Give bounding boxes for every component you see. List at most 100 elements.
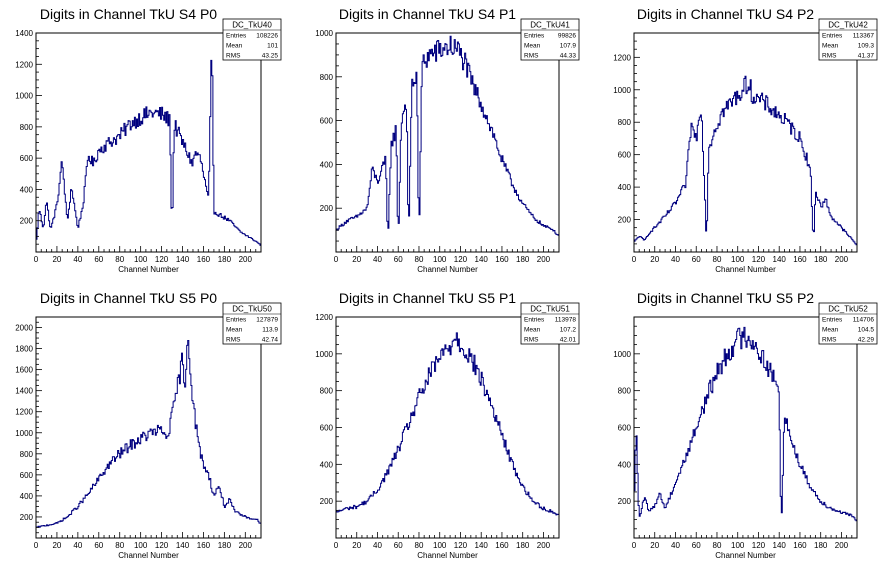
x-tick-label: 140	[176, 255, 190, 264]
x-tick-label: 140	[475, 255, 489, 264]
y-tick-label: 800	[618, 118, 632, 127]
histogram-series	[633, 75, 857, 252]
y-tick-label: 1400	[15, 387, 33, 396]
x-tick-label: 140	[176, 541, 190, 550]
panel-tku-s4-p1: Digits in Channel TkU S4 P1 0 20 40 60 80 100 1…	[315, 6, 580, 274]
stats-value: 113978	[555, 317, 577, 324]
stats-box	[818, 302, 878, 345]
x-tick-label: 40	[373, 255, 382, 264]
plot-frame	[633, 32, 858, 253]
x-tick-label: 160	[495, 255, 509, 264]
x-tick-label: 0	[632, 541, 637, 550]
stats-key: Mean	[524, 43, 541, 50]
y-tick-label: 1000	[315, 29, 333, 38]
x-tick-label: 180	[218, 255, 232, 264]
stats-value: 43.25	[262, 53, 279, 60]
stats-box-title: DC_TkU51	[530, 305, 570, 314]
x-tick-label: 100	[433, 255, 447, 264]
y-tick-label: 1000	[613, 86, 631, 95]
x-tick-label: 120	[454, 541, 468, 550]
x-tick-label: 140	[773, 541, 787, 550]
stats-key: Mean	[226, 43, 243, 50]
x-tick-label: 100	[433, 541, 447, 550]
x-tick-label: 200	[239, 255, 253, 264]
stats-key: Entries	[226, 33, 247, 40]
x-tick-label: 200	[835, 255, 849, 264]
y-tick-label: 600	[20, 154, 34, 163]
x-tick-label: 100	[731, 255, 745, 264]
y-tick-label: 1600	[15, 366, 33, 375]
x-tick-label: 0	[334, 541, 339, 550]
stats-key: Entries	[524, 33, 545, 40]
stats-box-title: DC_TkU42	[828, 21, 868, 30]
x-tick-label: 120	[155, 255, 169, 264]
y-tick-label: 400	[618, 460, 632, 469]
histogram-series	[35, 340, 261, 538]
panel-tku-s5-p0: Digits in Channel TkU S5 P0 0 20 40 60 80 100 1…	[15, 290, 282, 560]
x-tick-label: 20	[650, 541, 659, 550]
y-tick-label: 200	[20, 217, 34, 226]
stats-box-title: DC_TkU50	[232, 305, 272, 314]
histogram-series	[35, 59, 261, 252]
y-tick-label: 800	[20, 123, 34, 132]
stats-key: RMS	[524, 337, 539, 344]
stats-box	[520, 302, 580, 345]
y-tick-label: 200	[320, 497, 334, 506]
x-tick-label: 0	[632, 255, 637, 264]
stats-value: 113.9	[262, 327, 278, 334]
x-tick-label: 40	[671, 541, 680, 550]
stats-box	[520, 18, 580, 61]
stats-box-title: DC_TkU52	[828, 305, 868, 314]
histogram-series	[335, 35, 559, 252]
y-tick-label: 1800	[15, 345, 33, 354]
x-tick-label: 180	[814, 255, 828, 264]
stats-value: 107.2	[560, 327, 577, 334]
stats-box-title: DC_TkU40	[232, 21, 272, 30]
x-tick-label: 0	[34, 541, 39, 550]
y-tick-label: 1200	[15, 408, 33, 417]
x-tick-label: 120	[752, 541, 766, 550]
panel-tku-s5-p1: Digits in Channel TkU S5 P1 0 20 40 60 80 100 1…	[315, 290, 580, 560]
x-axis-label: Channel Number	[715, 265, 776, 274]
x-tick-label: 60	[394, 541, 403, 550]
x-tick-label: 20	[352, 255, 361, 264]
panel-tku-s5-p2: Digits in Channel TkU S5 P2 0 20 40 60 80 100 1…	[613, 290, 878, 560]
chart-title: Digits in Channel TkU S5 P2	[637, 290, 814, 306]
histogram-series	[335, 332, 559, 538]
x-axis-label: Channel Number	[118, 551, 179, 560]
x-tick-label: 20	[52, 255, 61, 264]
x-tick-label: 200	[537, 541, 551, 550]
x-tick-label: 120	[454, 255, 468, 264]
chart-title: Digits in Channel TkU S5 P1	[339, 290, 516, 306]
x-axis-label: Channel Number	[417, 551, 478, 560]
stats-value: 42.01	[560, 337, 577, 344]
x-tick-label: 60	[692, 541, 701, 550]
y-tick-label: 600	[20, 471, 34, 480]
x-tick-label: 40	[373, 541, 382, 550]
stats-key: Mean	[524, 327, 541, 334]
stats-key: Entries	[226, 317, 247, 324]
y-tick-label: 800	[320, 73, 334, 82]
x-tick-label: 180	[814, 541, 828, 550]
histogram-series	[633, 326, 857, 538]
x-tick-label: 20	[52, 541, 61, 550]
stats-value: 104.5	[858, 327, 875, 334]
y-tick-label: 200	[20, 513, 34, 522]
y-tick-label: 2000	[15, 324, 33, 333]
y-tick-label: 600	[320, 117, 334, 126]
x-tick-label: 200	[835, 541, 849, 550]
y-tick-label: 1000	[15, 429, 33, 438]
y-tick-label: 600	[320, 424, 334, 433]
y-tick-label: 1200	[15, 60, 33, 69]
stats-box	[818, 18, 878, 61]
x-axis-label: Channel Number	[715, 551, 776, 560]
y-tick-label: 800	[618, 387, 632, 396]
stats-key: Mean	[822, 43, 839, 50]
x-tick-label: 140	[475, 541, 489, 550]
y-tick-label: 400	[618, 183, 632, 192]
y-tick-label: 400	[20, 492, 34, 501]
plot-frame	[335, 32, 560, 253]
x-tick-label: 40	[73, 255, 82, 264]
stats-key: Mean	[226, 327, 243, 334]
